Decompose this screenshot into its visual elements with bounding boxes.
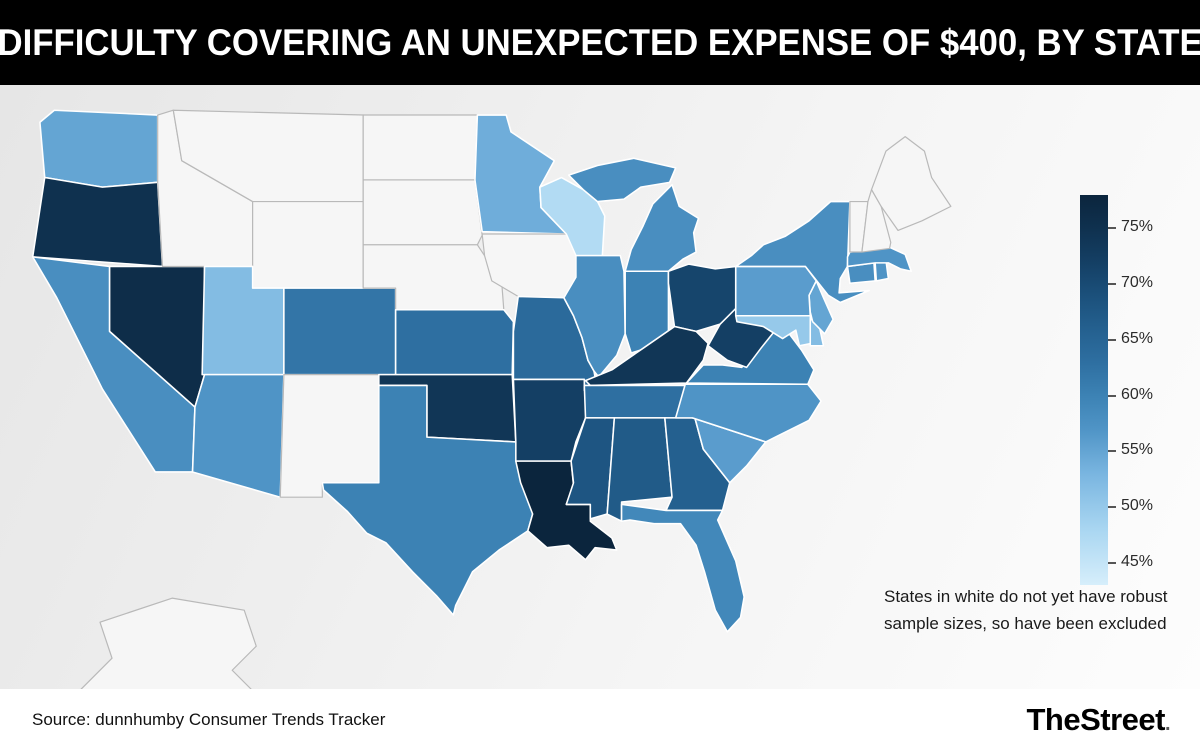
state-ny: New York 58% xyxy=(734,200,870,304)
state-ky: Kentucky 74% xyxy=(584,325,709,387)
state-nm: New Mexico (excluded) xyxy=(279,374,380,498)
legend-tick-mark xyxy=(1108,450,1116,453)
legend-tick-label: 70% xyxy=(1121,274,1154,292)
legend-tick-mark xyxy=(1108,394,1116,397)
state-az: Arizona 57% xyxy=(191,373,285,498)
legend-tick-label: 55% xyxy=(1121,441,1154,459)
footer: Source: dunnhumby Consumer Trends Tracke… xyxy=(0,689,1200,751)
legend-tick-label: 65% xyxy=(1121,329,1154,347)
us-map: Washington 55%Oregon 75%California 58%Ne… xyxy=(31,109,952,751)
legend-tick-label: 60% xyxy=(1121,385,1154,403)
thestreet-logo: TheStreet. xyxy=(1026,702,1170,738)
map-container: Washington 55%Oregon 75%California 58%Ne… xyxy=(30,91,980,751)
legend-tick-label: 50% xyxy=(1121,497,1154,514)
legend: 75% 70% 65% 60% 55% 50% 45% xyxy=(1080,195,1190,675)
legend-tick-label: 75% xyxy=(1121,218,1154,236)
state-al: Alabama 67% xyxy=(606,417,673,523)
state-nd: North Dakota (excluded) xyxy=(362,114,478,181)
state-wi: Wisconsin 47% xyxy=(539,176,606,257)
state-ma: Massachusetts 57% xyxy=(846,246,912,273)
source-credit: Source: dunnhumby Consumer Trends Tracke… xyxy=(32,710,386,729)
state-wy: Wyoming (excluded) xyxy=(252,200,364,289)
title-bar: DIFFICULTY COVERING AN UNEXPECTED EXPENS… xyxy=(0,0,1200,85)
chart-area: Washington 55%Oregon 75%California 58%Ne… xyxy=(0,85,1200,751)
legend-ticks: 75% 70% 65% 60% 55% 50% 45% xyxy=(1108,195,1188,585)
state-ks: Kansas 63% xyxy=(394,308,515,376)
state-nc: North Carolina 57% xyxy=(674,383,822,443)
state-co: Colorado 62% xyxy=(283,287,397,376)
state-il: Illinois 58% xyxy=(563,254,626,378)
state-sd: South Dakota (excluded) xyxy=(362,179,483,246)
note-line-1: States in white do not yet have robust xyxy=(884,587,1168,606)
legend-tick-mark xyxy=(1108,561,1116,564)
state-mi: Michigan 58% xyxy=(624,183,700,273)
state-me: Maine (excluded) xyxy=(870,136,952,232)
legend-tick-mark xyxy=(1108,227,1116,230)
state-or: Oregon 75% xyxy=(31,176,164,268)
brand-period: . xyxy=(1164,713,1171,735)
state-mi: Michigan 58% xyxy=(567,157,677,203)
state-pa: Pennsylvania 56% xyxy=(734,265,818,317)
page-title: DIFFICULTY COVERING AN UNEXPECTED EXPENS… xyxy=(0,21,1200,63)
legend-tick-mark xyxy=(1108,506,1116,508)
state-fl: Florida 59% xyxy=(620,503,745,633)
legend-gradient-bar xyxy=(1080,195,1108,585)
legend-tick-mark xyxy=(1108,283,1116,286)
note-line-2: sample sizes, so have been excluded xyxy=(884,614,1167,634)
state-wa: Washington 55% xyxy=(39,109,159,188)
brand-text: TheStreet xyxy=(1026,702,1165,737)
legend-tick-mark xyxy=(1108,338,1116,341)
excluded-states-note: States in white do not yet have robust s… xyxy=(884,583,1184,637)
legend-tick-label: 45% xyxy=(1121,552,1154,570)
